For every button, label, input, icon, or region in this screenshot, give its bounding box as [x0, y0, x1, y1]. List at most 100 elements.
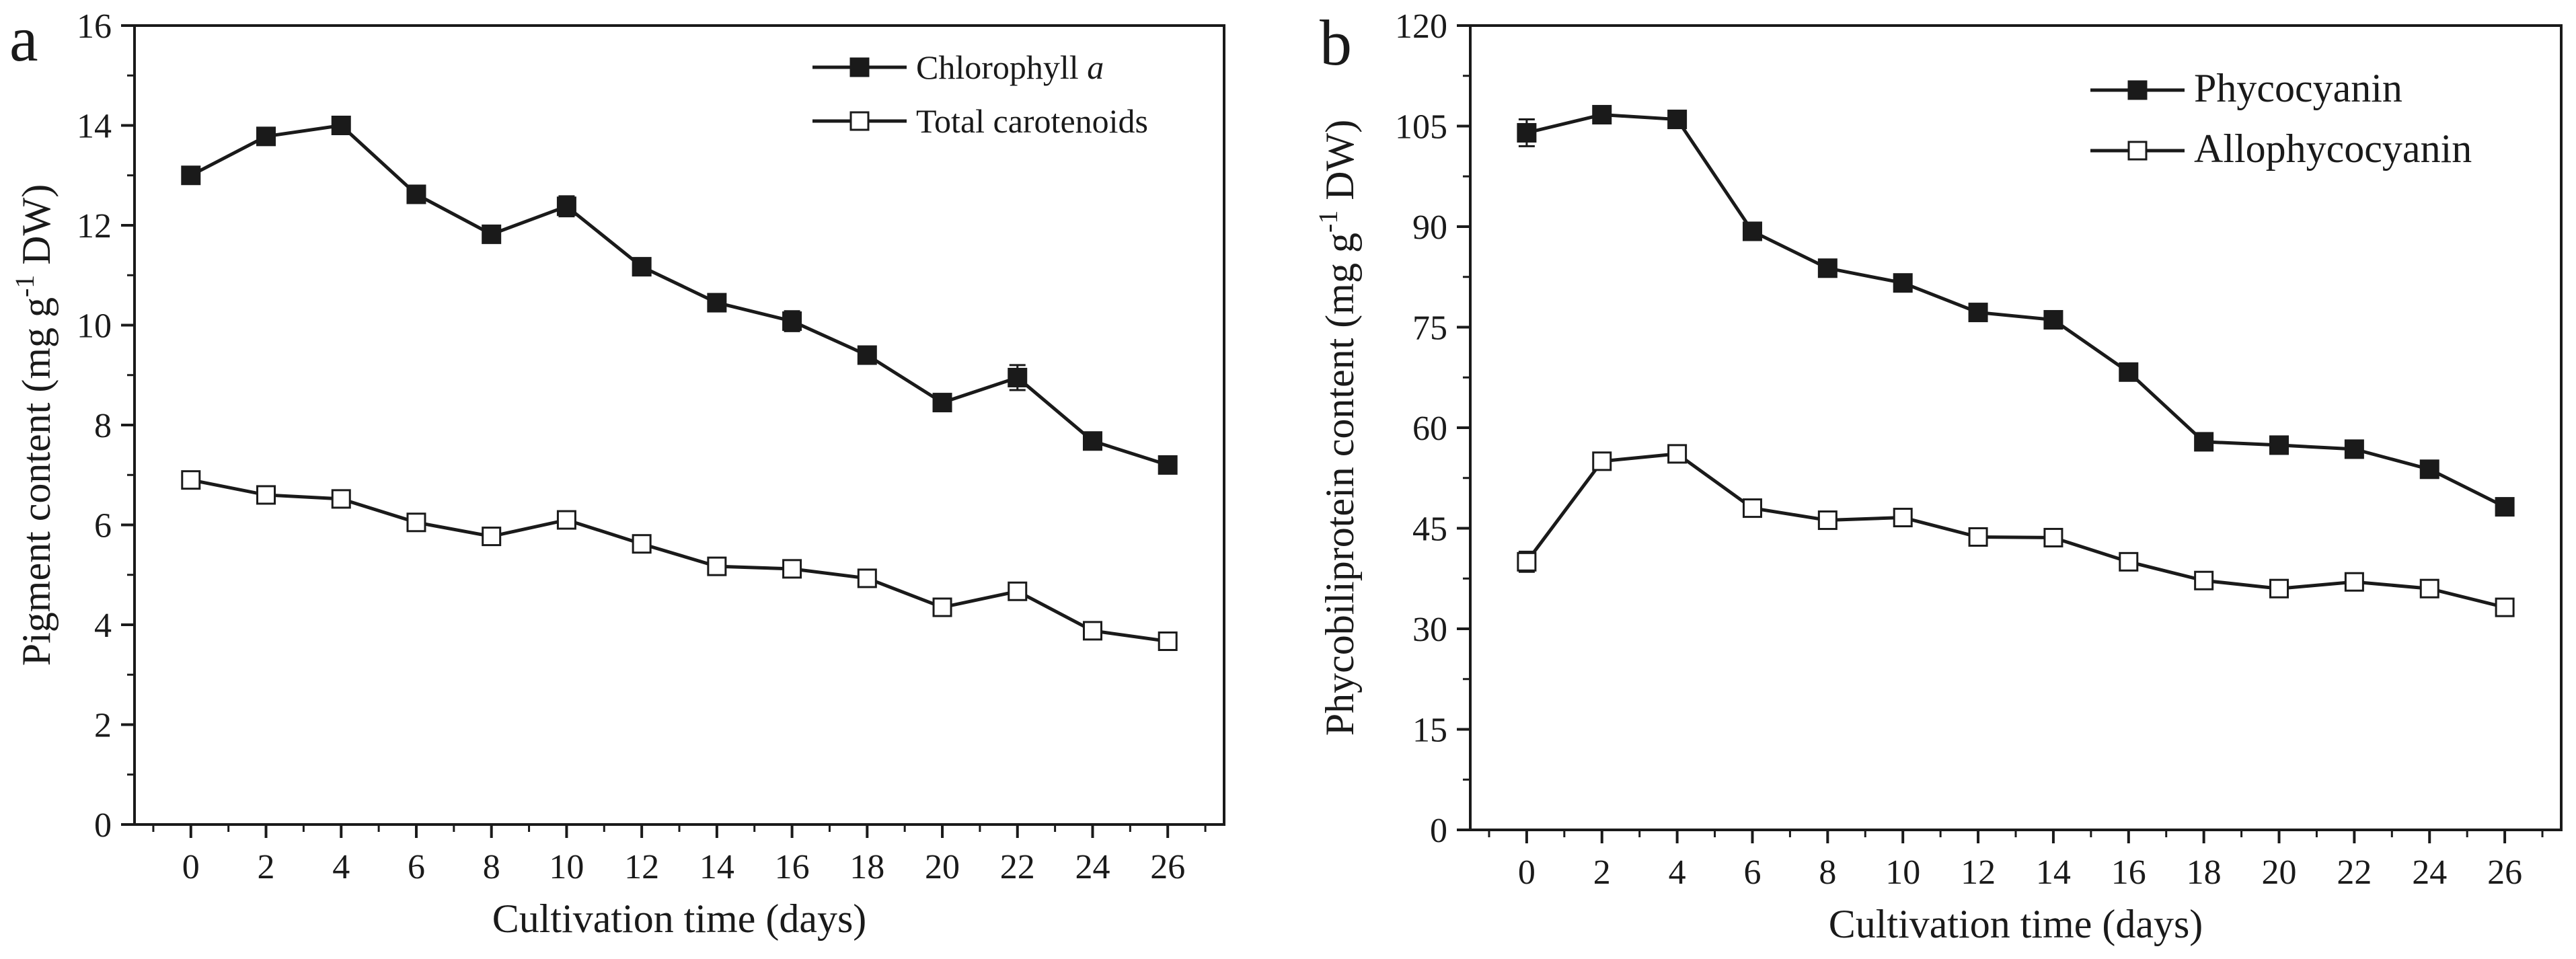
data-point	[1517, 551, 1537, 572]
data-point	[331, 116, 351, 135]
series-line	[190, 123, 1168, 467]
y-axis-title-main: Phycobiliprotein content (mg g	[1318, 233, 1362, 736]
data-point	[782, 311, 802, 332]
x-tick-label: 26	[2487, 853, 2522, 892]
data-point	[1008, 367, 1028, 387]
data-point	[1158, 455, 1178, 475]
data-point	[2269, 578, 2289, 599]
series-1	[1517, 444, 2515, 617]
x-tick-label: 22	[2337, 853, 2372, 892]
y-tick-label: 6	[94, 507, 112, 545]
data-point	[1008, 581, 1028, 601]
series-0	[1517, 105, 2515, 517]
data-point	[2419, 578, 2439, 599]
y-axis-title-tail: DW)	[14, 184, 59, 275]
legend-label-italic: a	[1087, 48, 1104, 86]
y-tick-label: 90	[1412, 208, 1447, 247]
data-point	[1667, 110, 1688, 130]
legend-label: Phycocyanin	[2194, 66, 2402, 110]
y-tick-label: 120	[1395, 7, 1447, 46]
data-point	[1742, 498, 1762, 519]
data-point	[782, 559, 802, 579]
x-tick-label: 22	[1000, 848, 1035, 886]
data-point	[2495, 597, 2515, 617]
data-point	[932, 597, 952, 617]
data-point	[1742, 221, 1762, 241]
x-tick-label: 8	[483, 848, 500, 886]
series-0	[181, 116, 1178, 475]
legend-label-text: Chlorophyll	[916, 48, 1087, 86]
x-tick-label: 20	[925, 848, 960, 886]
x-tick-label: 16	[775, 848, 810, 886]
x-tick-label: 14	[699, 848, 734, 886]
data-point	[1082, 621, 1102, 641]
y-tick-label: 0	[1430, 812, 1447, 850]
x-tick-label: 24	[1075, 848, 1110, 886]
x-axis-title: Cultivation time (days)	[1829, 902, 2203, 946]
data-point	[707, 293, 727, 313]
x-tick-label: 18	[2187, 853, 2222, 892]
data-point	[2194, 570, 2214, 590]
data-point	[1893, 508, 1913, 528]
x-tick-label: 0	[182, 848, 200, 886]
data-point	[2495, 497, 2515, 517]
x-tick-label: 10	[1885, 853, 1920, 892]
series-1	[181, 470, 1178, 652]
data-point	[331, 489, 351, 509]
data-point	[2119, 362, 2139, 382]
data-point	[1817, 258, 1838, 278]
y-axis-title-sup: -1	[9, 275, 40, 297]
legend: Chlorophyll a Total carotenoids	[812, 48, 1148, 140]
data-point	[857, 345, 877, 365]
y-axis-title-main: Pigment content (mg g	[14, 297, 59, 666]
data-point	[707, 556, 727, 576]
y-tick-label: 10	[77, 307, 112, 346]
x-tick-label: 16	[2111, 853, 2146, 892]
y-tick-label: 45	[1412, 510, 1447, 549]
legend-label: Allophycocyanin	[2194, 126, 2472, 171]
data-point	[1667, 444, 1688, 464]
x-axis-title: Cultivation time (days)	[492, 896, 867, 941]
y-tick-label: 16	[77, 7, 112, 46]
data-point	[2119, 551, 2139, 572]
legend-label: Total carotenoids	[916, 102, 1148, 140]
data-point	[556, 510, 576, 530]
x-tick-label: 12	[1961, 853, 1996, 892]
y-axis-title: Pigment content (mg g-1 DW)	[9, 184, 59, 666]
y-tick-label: 0	[94, 806, 112, 845]
y-tick-label: 15	[1412, 712, 1447, 750]
data-point	[181, 165, 201, 186]
data-point	[1592, 105, 1612, 125]
data-point	[632, 257, 652, 277]
x-tick-label: 14	[2036, 853, 2071, 892]
x-tick-label: 20	[2262, 853, 2297, 892]
y-axis-title: Phycobiliprotein content (mg g-1 DW)	[1313, 120, 1362, 736]
x-tick-label: 2	[258, 848, 275, 886]
data-point	[2344, 572, 2364, 592]
panel-label: a	[9, 3, 38, 75]
series-line	[1525, 452, 2505, 609]
data-point	[1817, 510, 1838, 531]
y-tick-label: 60	[1412, 410, 1447, 448]
data-point	[1893, 273, 1913, 293]
y-tick-label: 75	[1412, 309, 1447, 348]
data-point	[482, 527, 502, 547]
y-tick-label: 8	[94, 407, 112, 445]
legend-label: Chlorophyll a	[916, 48, 1104, 86]
y-tick-label: 12	[77, 207, 112, 245]
data-point	[2043, 310, 2063, 330]
data-point	[2194, 432, 2214, 452]
x-tick-label: 24	[2412, 853, 2447, 892]
y-axis-title-tail: DW)	[1318, 120, 1362, 210]
legend: Phycocyanin Allophycocyanin	[2090, 66, 2472, 171]
x-tick-label: 4	[332, 848, 350, 886]
legend-marker	[2127, 80, 2148, 100]
data-point	[1968, 527, 1988, 547]
data-point	[2419, 459, 2439, 480]
data-point	[2043, 527, 2063, 547]
y-tick-label: 4	[94, 607, 112, 645]
y-tick-label: 30	[1412, 611, 1447, 649]
